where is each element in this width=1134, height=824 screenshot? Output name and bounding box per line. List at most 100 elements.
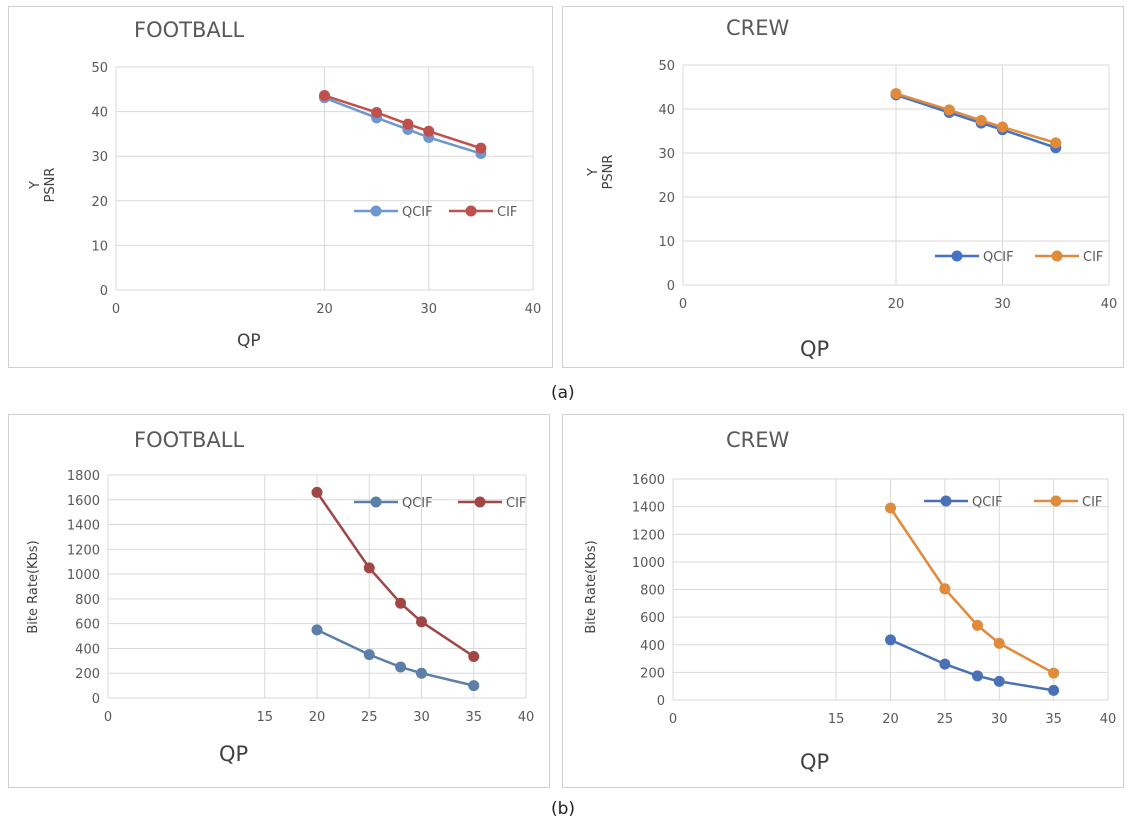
chart-svg: CREW 0 10 20 30 40 50 0 20 30 40 QP Y PSNR QCIF CIF: [586, 16, 1117, 361]
y-tick-label: 1000: [67, 568, 100, 583]
legend-marker-qcif: [370, 205, 382, 217]
data-point-cif: [943, 104, 955, 116]
y-tick-label: 1400: [67, 519, 100, 534]
data-point-cif: [939, 583, 951, 595]
y-tick-label: 1400: [632, 501, 665, 516]
legend-marker-cif: [474, 496, 486, 508]
legend-marker-qcif: [940, 495, 952, 507]
x-tick-label: 30: [994, 297, 1011, 312]
y-tick-label: 600: [640, 611, 665, 626]
y-tick-label: 20: [658, 191, 675, 206]
data-point-cif: [395, 597, 407, 609]
caption-a: (a): [551, 383, 575, 403]
y-tick-label: 0: [657, 694, 665, 709]
x-axis-label: QP: [237, 331, 261, 351]
y-axis-label: Y PSNR: [28, 168, 58, 203]
data-point-qcif: [1048, 684, 1060, 696]
football-psnr-chart: FOOTBALL 0 10 20 30 40 50 0 20 30 40 QP Y PSNR QCIF CIF: [8, 6, 553, 368]
y-tick-label: 50: [91, 61, 108, 76]
data-point-cif: [423, 125, 435, 137]
y-axis-label-line: PSNR: [43, 168, 58, 203]
y-tick-label: 800: [75, 593, 100, 608]
crew-bitrate-chart: CREW 0 200 400 600 800 1000 1200 1400 1600 0 15 20 25…: [562, 414, 1124, 788]
data-point-cif: [1050, 137, 1062, 149]
y-tick-label: 1200: [67, 543, 100, 558]
data-point-cif: [997, 121, 1008, 133]
data-point-cif: [890, 88, 902, 100]
data-point-cif: [972, 619, 983, 631]
y-tick-label: 1000: [632, 556, 665, 571]
x-tick-label: 40: [1100, 712, 1117, 727]
legend-marker-qcif: [370, 496, 382, 508]
y-tick-label: 600: [75, 618, 100, 633]
data-point-qcif: [993, 675, 1005, 687]
data-point-cif: [468, 650, 480, 662]
legend-label-cif: CIF: [1082, 495, 1102, 510]
y-tick-label: 1600: [632, 473, 665, 488]
legend-label-qcif: QCIF: [983, 250, 1014, 265]
x-tick-label: 20: [309, 710, 326, 725]
x-tick-label: 35: [465, 710, 482, 725]
legend-label-cif: CIF: [497, 205, 517, 220]
data-point-cif: [363, 562, 375, 574]
y-axis-label-line: PSNR: [601, 155, 616, 190]
x-axis-label: QP: [800, 337, 829, 361]
x-tick-label: 15: [828, 712, 845, 727]
x-tick-label: 30: [413, 710, 430, 725]
series-line-qcif: [889, 638, 1054, 692]
legend-label-cif: CIF: [506, 496, 526, 511]
chart-title: CREW: [726, 428, 790, 452]
data-point-cif: [975, 114, 987, 126]
legend-label-qcif: QCIF: [402, 205, 433, 220]
y-axis-label-line: Bite Rate(Kbs): [584, 540, 599, 633]
y-tick-label: 20: [91, 195, 108, 210]
x-tick-label: 35: [1045, 712, 1062, 727]
legend-marker-cif: [465, 205, 477, 217]
y-tick-label: 400: [640, 639, 665, 654]
caption-b: (b): [551, 799, 576, 819]
data-point-qcif: [939, 658, 951, 670]
legend-marker-qcif: [951, 250, 963, 262]
y-tick-label: 10: [658, 235, 675, 250]
data-point-cif: [1048, 667, 1060, 679]
x-axis-label: QP: [219, 742, 248, 766]
y-tick-label: 10: [91, 239, 108, 254]
series-line-qcif: [316, 628, 475, 687]
x-tick-label: 25: [937, 712, 954, 727]
data-point-qcif: [416, 667, 427, 679]
data-point-qcif: [972, 670, 983, 682]
legend-label-qcif: QCIF: [402, 496, 433, 511]
chart-svg: CREW 0 200 400 600 800 1000 1200 1400 1600 0 15 20 25…: [584, 428, 1117, 774]
y-tick-label: 40: [658, 103, 675, 118]
x-tick-label: 0: [669, 712, 677, 727]
y-tick-label: 200: [640, 666, 665, 681]
x-tick-label: 25: [361, 710, 378, 725]
y-axis-label: Y PSNR: [586, 155, 616, 190]
data-point-cif: [885, 502, 896, 514]
x-tick-label: 30: [991, 712, 1008, 727]
series-line-cif: [889, 507, 1055, 675]
data-point-cif: [311, 486, 323, 498]
series-line-cif: [324, 94, 482, 150]
y-tick-label: 1200: [632, 528, 665, 543]
y-tick-label: 40: [91, 106, 108, 121]
y-axis-label-line: Y: [28, 181, 43, 190]
data-point-cif: [402, 118, 414, 130]
legend-marker-cif: [1050, 495, 1062, 507]
y-tick-label: 1800: [67, 469, 100, 484]
y-tick-label: 30: [91, 150, 108, 165]
data-point-cif: [319, 90, 330, 102]
data-point-qcif: [885, 634, 896, 646]
crew-psnr-chart: CREW 0 10 20 30 40 50 0 20 30 40 QP Y PSNR QCIF CIF: [562, 6, 1124, 368]
y-tick-label: 0: [92, 692, 100, 707]
chart-title: CREW: [726, 16, 790, 40]
series-line-cif: [895, 92, 1057, 145]
y-tick-label: 30: [658, 147, 675, 162]
data-point-cif: [475, 142, 487, 154]
y-tick-label: 800: [640, 584, 665, 599]
legend-label-cif: CIF: [1083, 250, 1103, 265]
data-point-qcif: [395, 661, 407, 673]
chart-title: FOOTBALL: [134, 428, 244, 452]
y-tick-label: 1600: [67, 494, 100, 509]
x-tick-label: 20: [316, 302, 333, 317]
